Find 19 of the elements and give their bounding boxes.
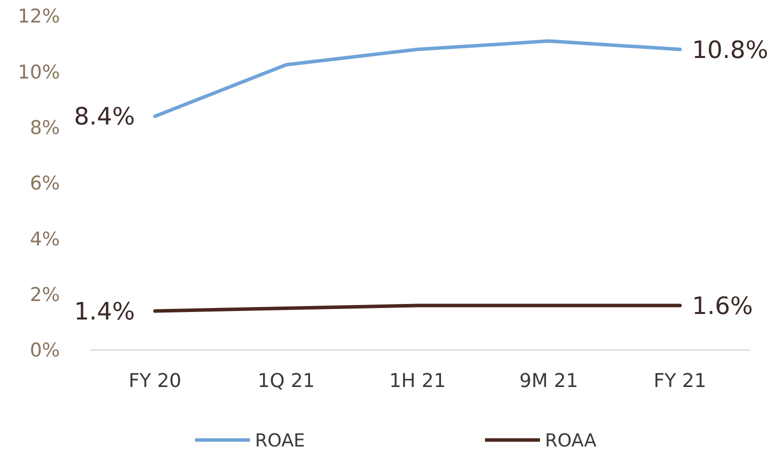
- y-tick-label: 8%: [30, 116, 60, 139]
- legend-label: ROAE: [255, 430, 306, 452]
- data-label: 8.4%: [74, 102, 135, 131]
- y-tick-label: 12%: [18, 6, 60, 28]
- data-label: 10.8%: [692, 36, 768, 64]
- x-tick-label: 9M 21: [519, 370, 578, 392]
- x-tick-label: FY 21: [654, 370, 706, 392]
- data-label: 1.4%: [74, 297, 135, 326]
- y-tick-label: 4%: [30, 228, 60, 250]
- line-series: [153, 39, 682, 118]
- y-tick-label: 10%: [18, 61, 60, 84]
- x-tick-label: 1H 21: [389, 370, 446, 392]
- x-tick-label: FY 20: [128, 370, 182, 392]
- data-label: 1.6%: [692, 292, 753, 320]
- x-tick-label: 1Q 21: [258, 370, 315, 392]
- y-tick-label: 0%: [30, 340, 60, 362]
- legend-label: ROAA: [545, 430, 598, 452]
- y-tick-label: 2%: [30, 284, 60, 306]
- y-tick-label: 6%: [30, 172, 60, 195]
